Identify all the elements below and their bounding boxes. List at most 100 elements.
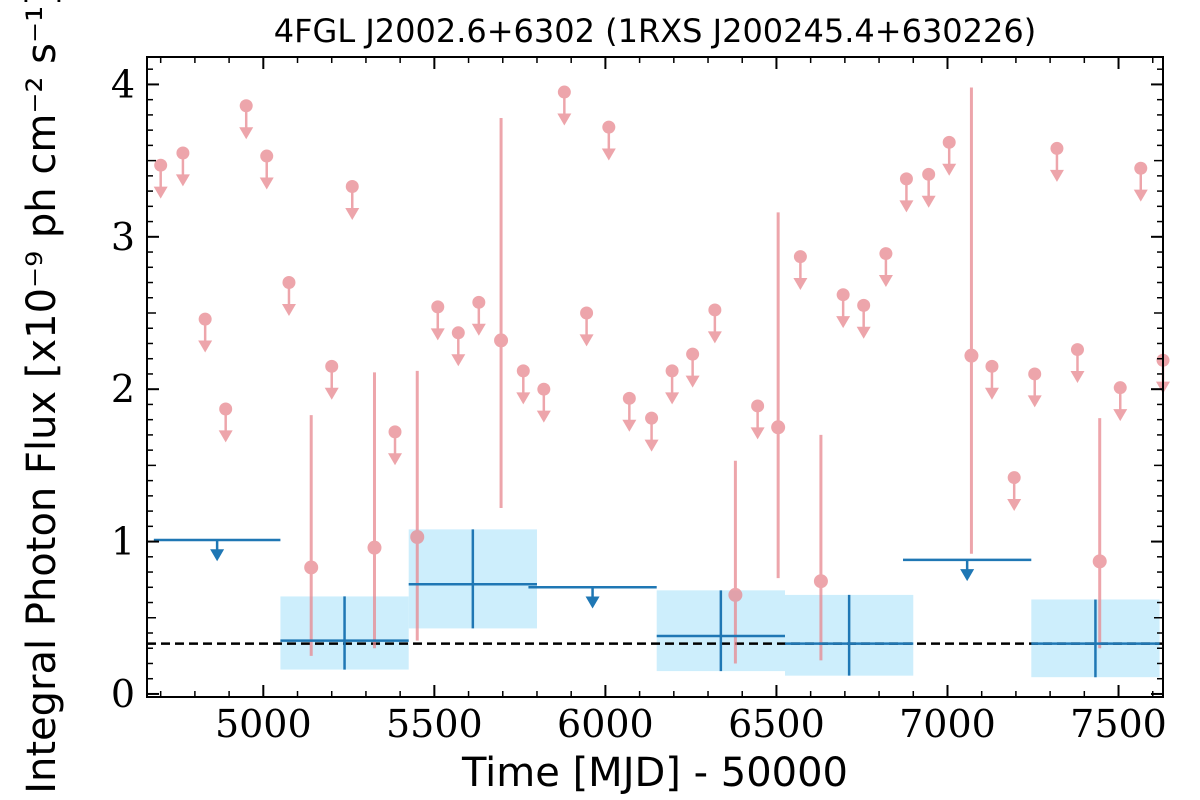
upper-limit-marker bbox=[1028, 367, 1042, 381]
upper-limit-marker bbox=[708, 303, 722, 317]
short-bin-detection bbox=[410, 370, 425, 641]
upper-limit-marker bbox=[154, 158, 168, 172]
long-bin-upper-limit bbox=[153, 538, 281, 562]
upper-limit-arrowhead bbox=[536, 410, 551, 423]
upper-limit-marker bbox=[1113, 381, 1127, 395]
short-bin-upper-limit bbox=[665, 364, 680, 405]
upper-limit-arrowhead bbox=[451, 354, 466, 367]
short-bin-upper-limit bbox=[878, 247, 893, 287]
upper-limit-marker bbox=[198, 312, 212, 326]
upper-limit-arrowhead bbox=[1133, 189, 1148, 202]
short-bin-upper-limit bbox=[430, 300, 445, 341]
short-bin-upper-limit bbox=[921, 167, 936, 208]
short-bin-detection bbox=[1092, 418, 1107, 649]
upper-limit-arrowhead bbox=[836, 316, 851, 329]
long-bin-detection bbox=[280, 596, 409, 670]
detection-marker bbox=[813, 574, 828, 589]
short-bin-upper-limit bbox=[471, 295, 486, 336]
detection-marker bbox=[410, 530, 425, 544]
upper-limit-arrowhead bbox=[1113, 409, 1128, 422]
upper-limit-arrowhead bbox=[557, 113, 572, 126]
long-bin-detection bbox=[656, 590, 785, 672]
upper-limit-marker bbox=[1134, 161, 1148, 175]
short-bin-upper-limit bbox=[622, 391, 637, 432]
detection-marker bbox=[367, 540, 382, 555]
long-bin-limit-arrowhead bbox=[960, 569, 975, 582]
upper-limit-marker bbox=[557, 85, 571, 99]
upper-limit-arrowhead bbox=[984, 387, 999, 400]
upper-limit-marker bbox=[665, 364, 679, 378]
long-bin-upper-limit bbox=[903, 558, 1032, 582]
upper-limit-arrowhead bbox=[899, 200, 914, 213]
upper-limit-marker bbox=[325, 359, 339, 373]
detection-marker bbox=[304, 560, 319, 575]
upper-limit-arrowhead bbox=[878, 275, 893, 287]
upper-limit-arrowhead bbox=[281, 303, 296, 316]
detection-marker bbox=[728, 587, 743, 602]
short-bin-upper-limit bbox=[218, 402, 233, 443]
detection-marker bbox=[964, 348, 979, 363]
short-bin-upper-limit bbox=[984, 359, 999, 400]
short-bin-upper-limit bbox=[239, 99, 254, 140]
short-bin-upper-limit bbox=[175, 146, 190, 187]
y-tick-label: 4 bbox=[111, 62, 135, 106]
chart-title: 4FGL J2002.6+6302 (1RXS J200245.4+630226… bbox=[274, 12, 1036, 50]
short-bin-upper-limit bbox=[899, 172, 914, 213]
upper-limit-marker bbox=[580, 306, 594, 320]
y-tick-label: 3 bbox=[111, 215, 135, 259]
upper-limit-arrowhead bbox=[856, 326, 871, 339]
short-bin-upper-limit bbox=[345, 180, 360, 220]
short-bin-detection bbox=[304, 415, 319, 656]
upper-limit-marker bbox=[622, 391, 636, 405]
upper-limit-arrowhead bbox=[388, 453, 403, 466]
upper-limit-marker bbox=[219, 402, 233, 416]
upper-limit-arrowhead bbox=[324, 387, 339, 400]
short-bin-upper-limit bbox=[557, 85, 572, 126]
detection-marker bbox=[1092, 554, 1107, 569]
short-bin-upper-limit bbox=[536, 382, 551, 423]
upper-limit-marker bbox=[176, 146, 190, 160]
upper-limit-marker bbox=[985, 359, 999, 373]
short-bin-upper-limit bbox=[685, 347, 700, 388]
upper-limit-arrowhead bbox=[153, 186, 168, 199]
upper-limit-arrowhead bbox=[601, 148, 616, 161]
upper-limit-arrowhead bbox=[750, 427, 765, 440]
x-tick-label: 7000 bbox=[899, 702, 996, 746]
detection-marker bbox=[494, 333, 509, 348]
short-bin-detection bbox=[367, 372, 382, 649]
upper-limit-arrowhead bbox=[239, 127, 254, 140]
short-bin-upper-limit bbox=[1133, 161, 1148, 202]
upper-limit-marker bbox=[472, 295, 486, 309]
upper-limit-arrowhead bbox=[1007, 499, 1022, 511]
upper-limit-arrowhead bbox=[1027, 395, 1042, 408]
upper-limit-arrowhead bbox=[707, 331, 722, 344]
short-bin-upper-limit bbox=[942, 135, 957, 176]
short-bin-upper-limit bbox=[836, 288, 851, 329]
upper-limit-marker bbox=[751, 399, 765, 413]
short-bin-upper-limit bbox=[324, 359, 339, 400]
short-bin-upper-limit bbox=[1070, 343, 1085, 383]
upper-limit-marker bbox=[793, 250, 807, 264]
upper-limit-arrowhead bbox=[622, 419, 637, 432]
upper-limit-arrowhead bbox=[579, 334, 594, 347]
upper-limit-arrowhead bbox=[644, 439, 659, 452]
upper-limit-arrowhead bbox=[430, 328, 445, 341]
data-marks bbox=[153, 85, 1170, 678]
short-bin-detection bbox=[813, 434, 828, 661]
long-bin-upper-limit bbox=[528, 586, 657, 609]
upper-limit-marker bbox=[942, 135, 956, 149]
short-bin-upper-limit bbox=[198, 312, 213, 353]
short-bin-upper-limit bbox=[856, 298, 871, 339]
upper-limit-marker bbox=[431, 300, 445, 314]
upper-limit-arrowhead bbox=[471, 323, 486, 336]
short-bin-upper-limit bbox=[1027, 367, 1042, 408]
short-bin-upper-limit bbox=[153, 158, 168, 199]
short-bin-upper-limit bbox=[601, 120, 616, 161]
upper-limit-marker bbox=[922, 167, 936, 181]
upper-limit-arrowhead bbox=[218, 430, 233, 443]
long-bin-limit-arrowhead bbox=[210, 549, 225, 562]
short-bin-upper-limit bbox=[707, 303, 722, 344]
short-bin-detection bbox=[728, 460, 743, 664]
upper-limit-marker bbox=[686, 347, 700, 361]
